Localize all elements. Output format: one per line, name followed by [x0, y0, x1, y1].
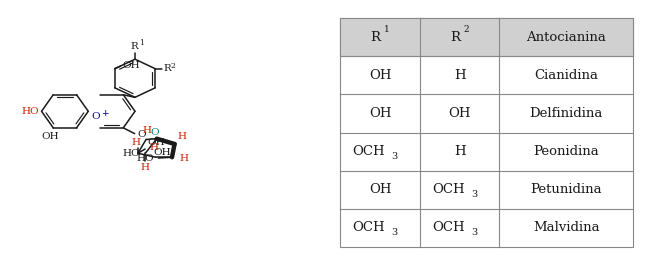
Text: Petunidina: Petunidina [530, 183, 602, 196]
Text: +: + [101, 109, 108, 118]
Bar [341, 18, 633, 56]
Text: OH: OH [41, 132, 59, 141]
Text: HO: HO [136, 154, 154, 163]
Text: H: H [454, 145, 465, 158]
Text: R: R [130, 42, 138, 51]
Text: OCH: OCH [352, 221, 386, 235]
Text: O: O [138, 130, 146, 139]
Text: Delfinidina: Delfinidina [530, 107, 603, 120]
Text: 2: 2 [464, 25, 469, 34]
Text: OH: OH [369, 69, 391, 82]
Text: R: R [450, 30, 460, 44]
Text: 1: 1 [384, 25, 390, 34]
Text: H: H [454, 69, 465, 82]
Text: Peonidina: Peonidina [533, 145, 599, 158]
Text: 3: 3 [391, 228, 398, 237]
Text: OCH: OCH [432, 221, 465, 235]
Text: O: O [150, 128, 158, 137]
Text: OH: OH [147, 138, 165, 147]
Text: Cianidina: Cianidina [534, 69, 598, 82]
Text: R: R [164, 64, 171, 73]
Text: OH: OH [369, 107, 391, 120]
Text: OH: OH [122, 61, 140, 70]
Text: H: H [141, 162, 150, 171]
Text: 1: 1 [139, 39, 144, 47]
Text: HO: HO [123, 149, 140, 158]
Text: OCH: OCH [432, 183, 465, 196]
Text: H: H [143, 126, 151, 135]
Text: OH: OH [153, 148, 171, 157]
Text: 3: 3 [471, 190, 477, 199]
Text: Malvidina: Malvidina [533, 221, 600, 235]
Text: HO: HO [21, 107, 39, 116]
Text: H: H [178, 132, 187, 141]
Text: 3: 3 [471, 228, 477, 237]
Text: Antocianina: Antocianina [526, 30, 606, 44]
Text: H: H [179, 154, 188, 163]
Text: OCH: OCH [352, 145, 386, 158]
Text: 3: 3 [391, 152, 398, 161]
Text: R: R [371, 30, 380, 44]
Text: H: H [150, 143, 158, 152]
Text: 2: 2 [171, 61, 176, 69]
Text: OH: OH [369, 183, 391, 196]
Text: H: H [132, 138, 141, 147]
Text: O: O [92, 112, 100, 121]
Text: OH: OH [448, 107, 471, 120]
